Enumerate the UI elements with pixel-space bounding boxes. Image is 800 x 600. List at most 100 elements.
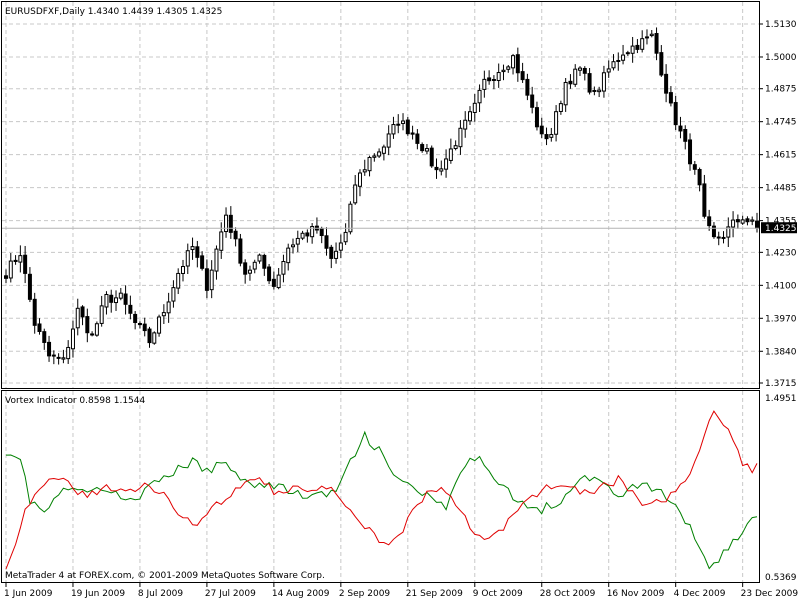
- candle[interactable]: [554, 105, 559, 142]
- candle[interactable]: [467, 106, 472, 125]
- candle[interactable]: [472, 93, 477, 122]
- candle[interactable]: [357, 169, 362, 197]
- candle[interactable]: [621, 44, 626, 65]
- candle[interactable]: [506, 65, 511, 73]
- candle[interactable]: [80, 305, 85, 326]
- candle[interactable]: [745, 216, 750, 226]
- candle[interactable]: [90, 331, 95, 337]
- candle[interactable]: [195, 240, 200, 268]
- candle[interactable]: [520, 62, 525, 83]
- candle[interactable]: [487, 70, 492, 85]
- candle[interactable]: [410, 125, 415, 140]
- candle[interactable]: [439, 160, 444, 176]
- candle[interactable]: [755, 212, 759, 233]
- candle[interactable]: [711, 222, 716, 239]
- candle[interactable]: [310, 223, 315, 244]
- candle[interactable]: [353, 175, 358, 205]
- candle[interactable]: [66, 340, 71, 364]
- candle[interactable]: [463, 111, 468, 138]
- candle[interactable]: [558, 100, 563, 115]
- candle[interactable]: [630, 36, 635, 63]
- candle[interactable]: [281, 254, 286, 283]
- candle[interactable]: [262, 253, 267, 276]
- candle[interactable]: [429, 145, 434, 168]
- candle[interactable]: [286, 243, 291, 271]
- candle[interactable]: [444, 149, 449, 178]
- vortex-lines[interactable]: [5, 410, 758, 570]
- candle[interactable]: [367, 155, 372, 177]
- candle[interactable]: [13, 255, 18, 265]
- candle[interactable]: [578, 66, 583, 76]
- candle[interactable]: [348, 201, 353, 235]
- candle[interactable]: [668, 86, 673, 107]
- candle[interactable]: [616, 52, 621, 71]
- candle[interactable]: [453, 140, 458, 151]
- candle[interactable]: [678, 116, 683, 139]
- candle[interactable]: [386, 125, 391, 156]
- candle[interactable]: [391, 116, 396, 139]
- candle[interactable]: [209, 260, 214, 299]
- candle[interactable]: [257, 253, 262, 264]
- candle[interactable]: [128, 295, 133, 320]
- candle[interactable]: [601, 65, 606, 98]
- candle[interactable]: [267, 263, 272, 285]
- candle[interactable]: [420, 142, 425, 153]
- candle[interactable]: [434, 158, 439, 179]
- candle[interactable]: [640, 30, 645, 53]
- candle[interactable]: [104, 291, 109, 315]
- candle[interactable]: [32, 292, 37, 334]
- candle[interactable]: [180, 259, 185, 282]
- candle[interactable]: [644, 29, 649, 45]
- candle[interactable]: [51, 350, 56, 365]
- candle[interactable]: [424, 143, 429, 155]
- candle[interactable]: [291, 238, 296, 254]
- candle[interactable]: [649, 29, 654, 38]
- candle[interactable]: [147, 326, 152, 348]
- candle[interactable]: [118, 287, 123, 301]
- candle[interactable]: [606, 60, 611, 78]
- candle[interactable]: [75, 298, 80, 336]
- candle[interactable]: [300, 230, 305, 241]
- candle[interactable]: [635, 39, 640, 54]
- candle[interactable]: [114, 290, 119, 311]
- vi-minus-line[interactable]: [5, 410, 758, 570]
- candle[interactable]: [185, 243, 190, 275]
- candle[interactable]: [99, 295, 104, 327]
- candle[interactable]: [582, 66, 587, 81]
- candle[interactable]: [161, 304, 166, 325]
- candle[interactable]: [61, 349, 66, 364]
- candle[interactable]: [625, 50, 630, 57]
- candle[interactable]: [27, 267, 32, 303]
- candle[interactable]: [166, 292, 171, 323]
- candle[interactable]: [271, 271, 276, 290]
- candle[interactable]: [338, 234, 343, 259]
- candle[interactable]: [56, 353, 61, 365]
- candle[interactable]: [305, 229, 310, 243]
- candle[interactable]: [362, 159, 367, 176]
- candle[interactable]: [109, 289, 114, 313]
- candle[interactable]: [190, 237, 195, 260]
- candle[interactable]: [228, 206, 233, 239]
- candle[interactable]: [525, 73, 530, 101]
- candle[interactable]: [482, 70, 487, 98]
- vi-plus-line[interactable]: [5, 430, 758, 570]
- candle[interactable]: [23, 245, 28, 284]
- candle[interactable]: [4, 269, 8, 283]
- candle[interactable]: [276, 268, 281, 290]
- candle[interactable]: [673, 95, 678, 131]
- candle[interactable]: [448, 138, 453, 164]
- candle[interactable]: [157, 314, 162, 337]
- candle[interactable]: [247, 265, 252, 281]
- candle[interactable]: [683, 125, 688, 150]
- candle[interactable]: [8, 253, 13, 283]
- candle[interactable]: [511, 53, 516, 75]
- candle[interactable]: [47, 335, 52, 362]
- candle[interactable]: [381, 144, 386, 161]
- candle[interactable]: [243, 259, 248, 284]
- candle[interactable]: [377, 148, 382, 159]
- candle[interactable]: [707, 209, 712, 231]
- candle[interactable]: [319, 226, 324, 244]
- candle[interactable]: [42, 328, 47, 350]
- candle[interactable]: [515, 47, 520, 82]
- candle[interactable]: [716, 231, 721, 246]
